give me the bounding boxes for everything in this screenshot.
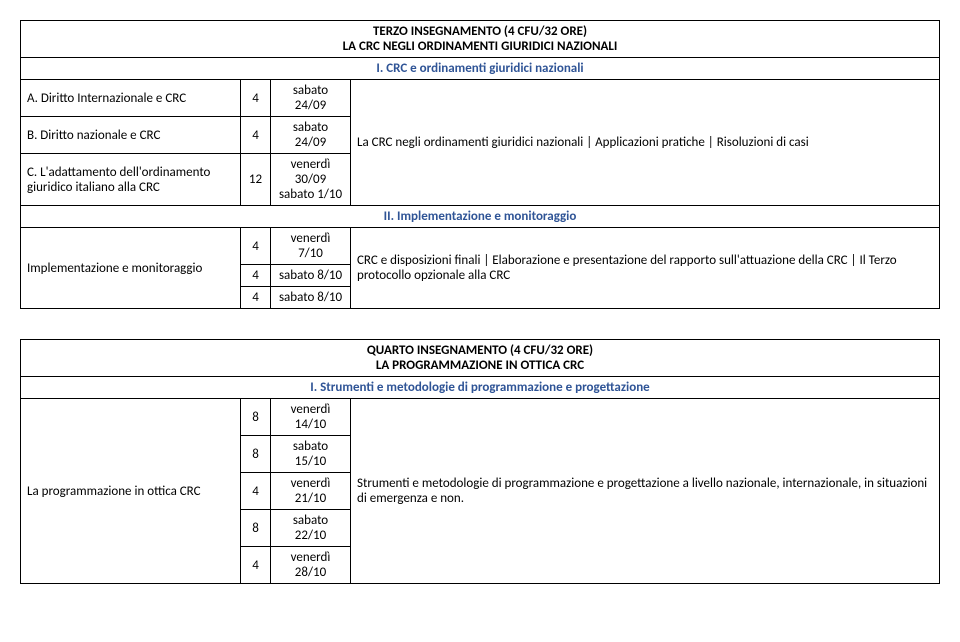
t1r4cc2: 4 [241,287,271,309]
table2-header: QUARTO INSEGNAMENTO (4 CFU/32 ORE) LA PR… [21,340,940,377]
t1r1c2: 4 [241,80,271,117]
t1r2c1: B. Diritto nazionale e CRC [21,117,241,154]
t1r4c1: Implementazione e monitoraggio [21,228,241,309]
course-table-1: TERZO INSEGNAMENTO (4 CFU/32 ORE) LA CRC… [20,20,940,309]
t1r3c2: 12 [241,154,271,206]
t2r1ac2: 8 [241,399,271,436]
t1-merged1: La CRC negli ordinamenti giuridici nazio… [351,80,940,206]
t2r1dc2: 8 [241,510,271,547]
table2-section1: I. Strumenti e metodologie di programmaz… [21,377,940,399]
t1r1c1: A. Diritto Internazionale e CRC [21,80,241,117]
t2r1ac3: venerdì 14/10 [271,399,351,436]
table1-section2: II. Implementazione e monitoraggio [21,206,940,228]
t1r4cc3: sabato 8/10 [271,287,351,309]
t1-merged2: CRC e disposizioni finali | Elaborazione… [351,228,940,309]
table1-section1: I. CRC e ordinamenti giuridici nazionali [21,58,940,80]
table1-header-l1: TERZO INSEGNAMENTO (4 CFU/32 ORE) [373,24,587,39]
t1r4ac2: 4 [241,228,271,265]
t2r1c1: La programmazione in ottica CRC [21,399,241,584]
t1r4bc3: sabato 8/10 [271,265,351,287]
t2r1ec3: venerdì 28/10 [271,547,351,584]
t1r1c3: sabato 24/09 [271,80,351,117]
t2r1ec2: 4 [241,547,271,584]
t1r3c3: venerdì 30/09 sabato 1/10 [271,154,351,206]
t1r4ac3: venerdì 7/10 [271,228,351,265]
t2r1cc2: 4 [241,473,271,510]
table2-header-l2: LA PROGRAMMAZIONE IN OTTICA CRC [376,358,584,373]
t1r2c3: sabato 24/09 [271,117,351,154]
table2-header-l1: QUARTO INSEGNAMENTO (4 CFU/32 ORE) [367,343,593,358]
t2-merged1: Strumenti e metodologie di programmazion… [351,399,940,584]
t1r2c2: 4 [241,117,271,154]
t2r1cc3: venerdì 21/10 [271,473,351,510]
t2r1bc3: sabato 15/10 [271,436,351,473]
t2r1dc3: sabato 22/10 [271,510,351,547]
t2r1bc2: 8 [241,436,271,473]
table1-header-l2: LA CRC NEGLI ORDINAMENTI GIURIDICI NAZIO… [343,39,618,54]
course-table-2: QUARTO INSEGNAMENTO (4 CFU/32 ORE) LA PR… [20,339,940,584]
t1r4bc2: 4 [241,265,271,287]
table1-header: TERZO INSEGNAMENTO (4 CFU/32 ORE) LA CRC… [21,21,940,58]
t1r3c1: C. L'adattamento dell'ordinamento giurid… [21,154,241,206]
